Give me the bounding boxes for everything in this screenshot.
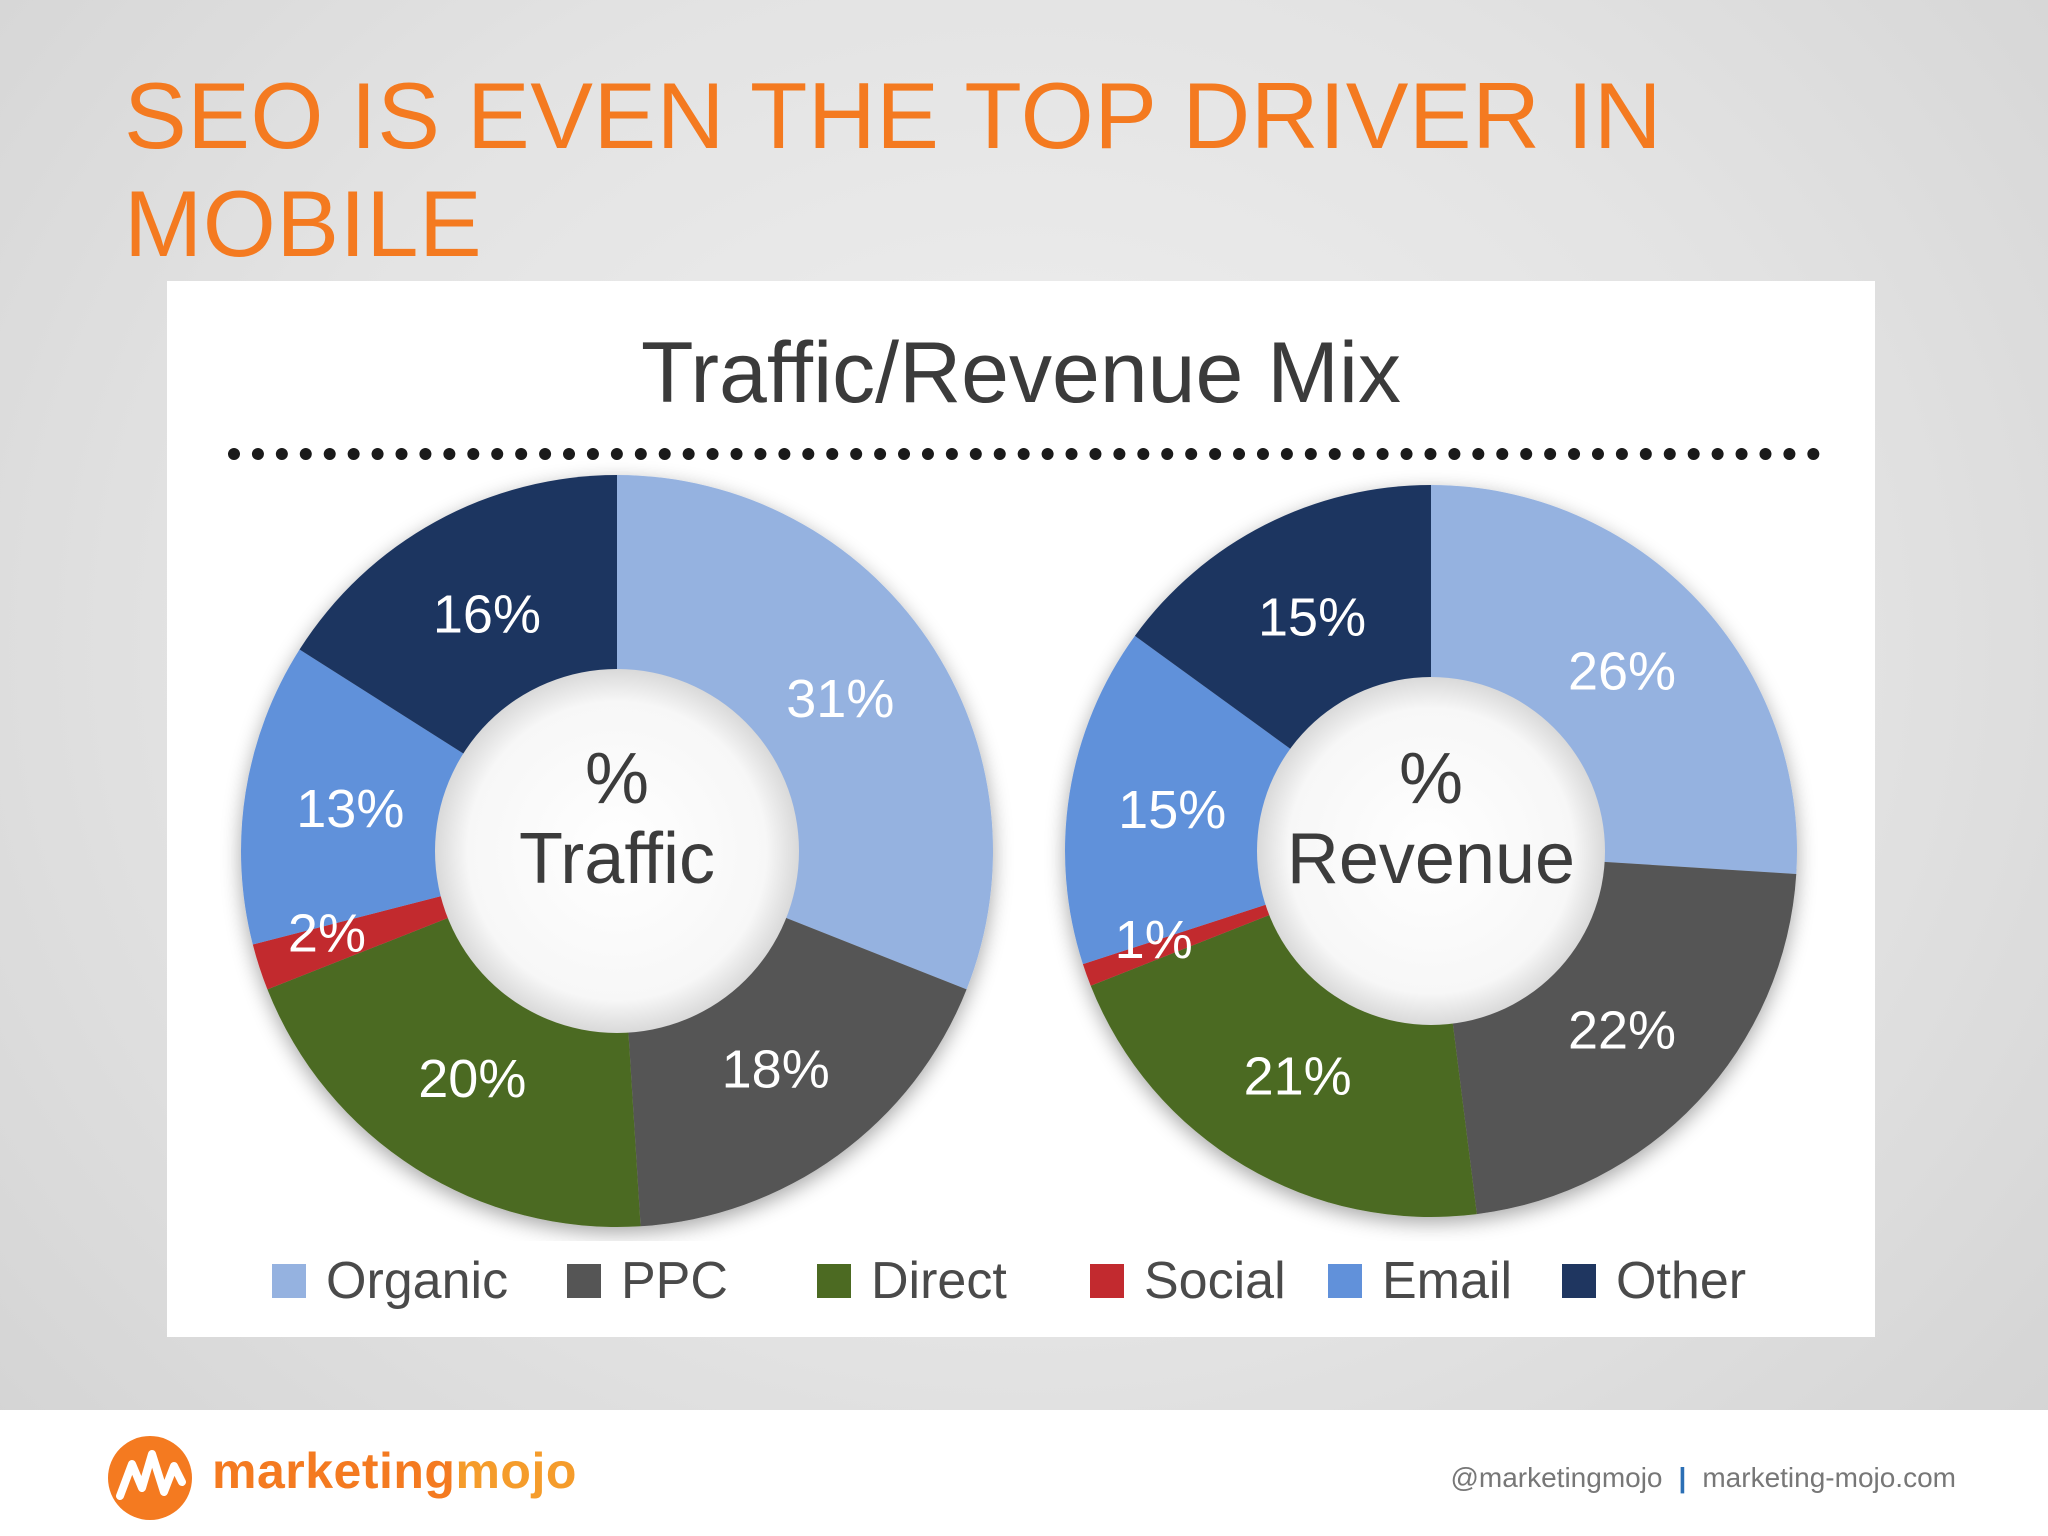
- legend-label: PPC: [621, 1252, 728, 1310]
- chart-title: Traffic/Revenue Mix: [641, 325, 1401, 421]
- legend-item-other: Other: [1562, 1251, 1746, 1311]
- legend-swatch: [1328, 1264, 1362, 1298]
- slice-email: [1065, 635, 1431, 965]
- legend-item-organic: Organic: [272, 1251, 508, 1311]
- legend-item-direct: Direct: [817, 1251, 1007, 1311]
- twitter-handle[interactable]: @marketingmojo: [1450, 1462, 1663, 1493]
- slice-label-ppc: 22%: [1568, 1000, 1676, 1060]
- donut-center-label-line: Revenue: [1287, 819, 1575, 899]
- footer-separator: |: [1678, 1462, 1687, 1493]
- brand-name: marketingmojo: [212, 1442, 577, 1500]
- slice-label-email: 15%: [1118, 780, 1226, 840]
- slice-label-direct: 21%: [1244, 1047, 1352, 1107]
- donut-hole: [435, 669, 799, 1033]
- donut-hole: [1257, 677, 1605, 1025]
- legend-label: Other: [1616, 1252, 1747, 1310]
- legend-swatch: [272, 1264, 306, 1298]
- donut-center-label-line: Traffic: [519, 819, 715, 899]
- slice-label-organic: 26%: [1568, 642, 1676, 702]
- donut-center-label-line: %: [1399, 739, 1463, 819]
- slice-label-social: 2%: [288, 904, 366, 964]
- chart-panel: Traffic/Revenue Mix % Traffic 31% 18% 20% 2% 1…: [167, 281, 1875, 1337]
- slice-label-ppc: 18%: [722, 1039, 830, 1099]
- brand-name-part2: mojo: [455, 1443, 577, 1499]
- slide-title: SEO IS EVEN THE TOP DRIVER IN MOBILE: [124, 63, 1663, 276]
- legend-label: Organic: [326, 1252, 509, 1310]
- footer: marketingmojo @marketingmojo | marketing-m…: [0, 1410, 2048, 1536]
- slice-label-organic: 31%: [786, 669, 894, 729]
- legend-swatch: [1562, 1264, 1596, 1298]
- legend-item-ppc: PPC: [567, 1251, 728, 1311]
- title-divider: [228, 448, 1820, 460]
- legend-label: Social: [1144, 1252, 1286, 1310]
- legend-item-social: Social: [1090, 1251, 1286, 1311]
- marketingmojo-logo-icon: [108, 1436, 192, 1520]
- chart-legend: Organic PPC Direct Social Email Other: [272, 1251, 1832, 1321]
- slice-label-social: 1%: [1115, 910, 1193, 970]
- donut-charts: %Traffic31%18%20%2%13%16%%Revenue26%22%2…: [241, 475, 1797, 1227]
- legend-label: Direct: [871, 1252, 1007, 1310]
- legend-item-email: Email: [1328, 1251, 1512, 1311]
- legend-swatch: [1090, 1264, 1124, 1298]
- donut-center-label-line: %: [585, 739, 649, 819]
- legend-swatch: [817, 1264, 851, 1298]
- slice-label-email: 13%: [296, 779, 404, 839]
- website-link[interactable]: marketing-mojo.com: [1702, 1462, 1956, 1493]
- slice-label-direct: 20%: [418, 1049, 526, 1109]
- legend-label: Email: [1382, 1252, 1513, 1310]
- footer-links: @marketingmojo | marketing-mojo.com: [1450, 1462, 1956, 1494]
- brand-name-part1: marketing: [212, 1443, 456, 1499]
- legend-swatch: [567, 1264, 601, 1298]
- slice-label-other: 16%: [433, 584, 541, 644]
- slice-label-other: 15%: [1258, 588, 1366, 648]
